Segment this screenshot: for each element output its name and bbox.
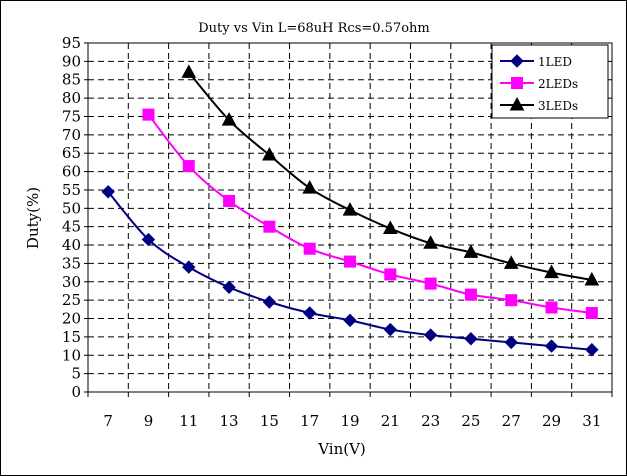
legend-label: 3LEDs bbox=[538, 99, 578, 113]
chart-title: Duty vs Vin L=68uH Rcs=0.57ohm bbox=[198, 21, 429, 36]
data-point bbox=[182, 160, 195, 173]
y-tick-label: 75 bbox=[62, 107, 81, 125]
legend-item-3LEDs: 3LEDs bbox=[500, 96, 578, 113]
x-tick-label: 25 bbox=[461, 412, 480, 430]
legend-label: 2LEDs bbox=[538, 77, 578, 91]
data-point bbox=[384, 268, 397, 281]
data-point bbox=[263, 220, 276, 233]
data-point bbox=[383, 322, 398, 337]
data-point bbox=[344, 255, 356, 268]
y-tick-label: 95 bbox=[62, 34, 81, 52]
data-point bbox=[503, 255, 519, 269]
data-point bbox=[424, 277, 437, 290]
y-tick-label: 25 bbox=[62, 291, 81, 309]
data-point bbox=[141, 232, 156, 247]
data-point bbox=[544, 264, 559, 279]
data-point bbox=[101, 185, 115, 199]
data-point bbox=[585, 307, 598, 320]
data-point bbox=[181, 64, 197, 78]
x-tick-label: 23 bbox=[421, 412, 440, 430]
x-tick-label: 27 bbox=[502, 412, 521, 430]
y-tick-label: 5 bbox=[71, 365, 81, 383]
data-point bbox=[423, 328, 438, 342]
y-tick-label: 60 bbox=[62, 163, 81, 181]
data-point bbox=[545, 301, 558, 314]
data-point bbox=[221, 112, 237, 126]
legend-marker bbox=[511, 77, 523, 89]
data-point bbox=[423, 235, 438, 249]
legend-item-2LEDs: 2LEDs bbox=[500, 77, 578, 91]
series-layer bbox=[101, 64, 600, 357]
y-tick-label: 40 bbox=[62, 236, 81, 254]
x-tick-label: 17 bbox=[300, 412, 319, 430]
legend: 1LED 2LEDs 3LEDs bbox=[491, 44, 609, 119]
x-tick-label: 11 bbox=[179, 412, 198, 430]
x-axis-label: Vin(V) bbox=[317, 440, 366, 458]
data-point bbox=[464, 288, 477, 301]
y-tick-label: 85 bbox=[62, 71, 81, 89]
data-point bbox=[505, 294, 518, 307]
data-point bbox=[302, 306, 317, 320]
plot-area bbox=[87, 42, 613, 393]
y-axis-label: Duty(%) bbox=[24, 187, 42, 249]
series-3LEDs bbox=[181, 64, 600, 286]
y-tick-label: 80 bbox=[62, 89, 81, 107]
data-point bbox=[262, 146, 277, 161]
series-2LEDs bbox=[142, 108, 598, 320]
data-point bbox=[142, 108, 155, 121]
data-point bbox=[464, 332, 478, 346]
data-point bbox=[182, 260, 196, 274]
data-point bbox=[343, 313, 357, 328]
data-point bbox=[303, 242, 316, 255]
data-point bbox=[342, 202, 358, 216]
data-point bbox=[262, 295, 277, 309]
y-tick-label: 30 bbox=[62, 273, 81, 291]
series-1LED bbox=[101, 185, 599, 357]
x-tick-label: 29 bbox=[542, 412, 561, 430]
legend-marker bbox=[510, 54, 524, 68]
x-tick-label: 15 bbox=[260, 412, 279, 430]
legend-marker bbox=[509, 96, 525, 111]
x-tick-label: 13 bbox=[220, 412, 239, 430]
y-tick-label: 90 bbox=[62, 52, 81, 70]
y-tick-label: 70 bbox=[62, 126, 81, 144]
y-tick-label: 10 bbox=[62, 346, 81, 364]
y-tick-label: 55 bbox=[62, 181, 81, 199]
data-point bbox=[504, 335, 518, 350]
y-tick-label: 45 bbox=[62, 218, 81, 236]
y-tick-label: 15 bbox=[62, 328, 81, 346]
data-point bbox=[222, 280, 236, 295]
data-point bbox=[223, 194, 236, 207]
x-tick-label: 7 bbox=[103, 412, 113, 430]
x-axis-ticks: 7 9 11 13 15 17 19 21 23 25 27 29 31 bbox=[87, 392, 613, 430]
data-point bbox=[544, 339, 559, 353]
x-tick-label: 9 bbox=[144, 412, 154, 430]
data-point bbox=[463, 244, 479, 258]
y-tick-label: 50 bbox=[62, 199, 81, 217]
data-point bbox=[585, 343, 599, 357]
data-point bbox=[302, 180, 318, 194]
data-point bbox=[382, 220, 398, 235]
x-tick-label: 31 bbox=[582, 412, 601, 430]
x-tick-label: 21 bbox=[381, 412, 400, 430]
y-tick-label: 20 bbox=[62, 310, 81, 328]
x-tick-label: 19 bbox=[340, 412, 359, 430]
data-point bbox=[584, 271, 600, 286]
y-tick-label: 65 bbox=[62, 144, 81, 162]
y-tick-label: 35 bbox=[62, 254, 81, 272]
y-tick-label: 0 bbox=[71, 383, 81, 401]
legend-item-1LED: 1LED bbox=[500, 54, 572, 69]
legend-label: 1LED bbox=[538, 55, 572, 69]
